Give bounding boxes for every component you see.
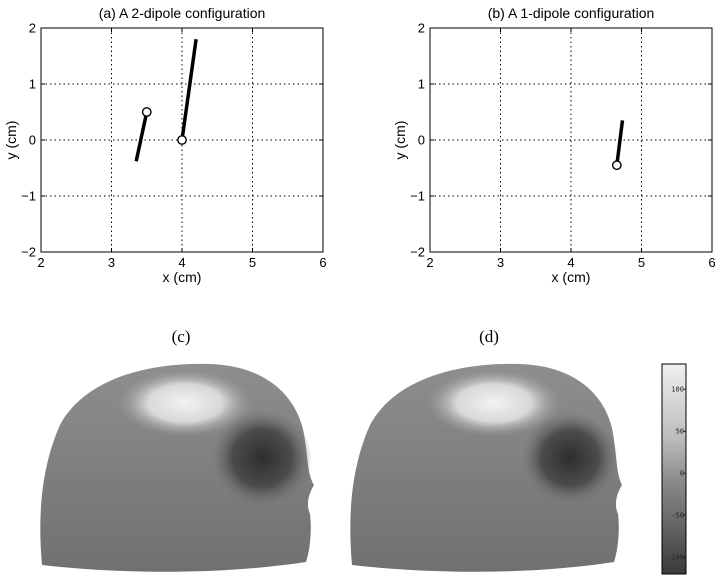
x-tick-label: 5 xyxy=(249,255,256,270)
dipole-moment-line xyxy=(134,111,149,162)
colorbar-tick-label: -100 xyxy=(667,554,684,562)
y-axis-label: y (cm) xyxy=(3,121,19,160)
x-tick-label: 2 xyxy=(426,255,433,270)
x-axis-label: x (cm) xyxy=(163,269,202,285)
panel-c-head-map: (c) xyxy=(40,327,315,572)
colorbar-tick-label: -50 xyxy=(671,512,684,520)
dipole-location-marker xyxy=(611,160,622,171)
hot-spot-c xyxy=(117,369,253,437)
dipole-moment-line xyxy=(180,38,198,141)
dipole-moment-line xyxy=(615,120,625,166)
y-tick-label: 1 xyxy=(418,77,425,92)
colorbar-scale xyxy=(661,363,687,575)
x-tick-label: 4 xyxy=(567,255,574,270)
colorbar-tick-label: 100 xyxy=(671,386,684,394)
x-axis-label: x (cm) xyxy=(552,269,591,285)
y-tick-label: −2 xyxy=(410,245,425,260)
panel-a-dipole-plot: 2 3 4 5 6 2 1 0 −1 −2 (a) A 2-dipole configuration… xyxy=(3,5,327,285)
x-tick-label: 4 xyxy=(178,255,185,270)
y-tick-label: 2 xyxy=(418,21,425,36)
panel-d-head-map: (d) xyxy=(350,327,622,572)
hot-spot-d xyxy=(426,369,562,437)
y-tick-label: 1 xyxy=(29,77,36,92)
cold-spot-d xyxy=(522,412,618,504)
x-tick-label: 3 xyxy=(497,255,504,270)
y-tick-label: 0 xyxy=(418,133,425,148)
dipole-location-marker xyxy=(141,107,152,117)
panel-b-dipole-plot: 2 3 4 5 6 2 1 0 −1 −2 (b) A 1-dipole configuration… xyxy=(392,5,716,285)
colorbar-tick-label: 0 xyxy=(680,470,684,478)
dipole-location-marker xyxy=(177,135,187,145)
colorbar: 100 50 0 -50 -100 xyxy=(661,363,687,575)
y-tick-label: 2 xyxy=(29,21,36,36)
panel-title: (a) A 2-dipole configuration xyxy=(99,5,266,21)
x-tick-label: 2 xyxy=(37,255,44,270)
y-axis-label: y (cm) xyxy=(392,121,408,160)
panel-c-label: (c) xyxy=(172,327,191,346)
x-tick-label: 6 xyxy=(319,255,326,270)
cold-spot-c xyxy=(212,410,312,506)
y-tick-label: −1 xyxy=(21,189,36,204)
panel-d-label: (d) xyxy=(479,327,499,346)
y-tick-label: −2 xyxy=(21,245,36,260)
y-tick-label: 0 xyxy=(29,133,36,148)
colorbar-tick-label: 50 xyxy=(676,428,684,436)
x-tick-label: 6 xyxy=(708,255,715,270)
y-tick-label: −1 xyxy=(410,189,425,204)
x-tick-label: 5 xyxy=(638,255,645,270)
panel-title: (b) A 1-dipole configuration xyxy=(488,5,655,21)
x-tick-label: 3 xyxy=(108,255,115,270)
